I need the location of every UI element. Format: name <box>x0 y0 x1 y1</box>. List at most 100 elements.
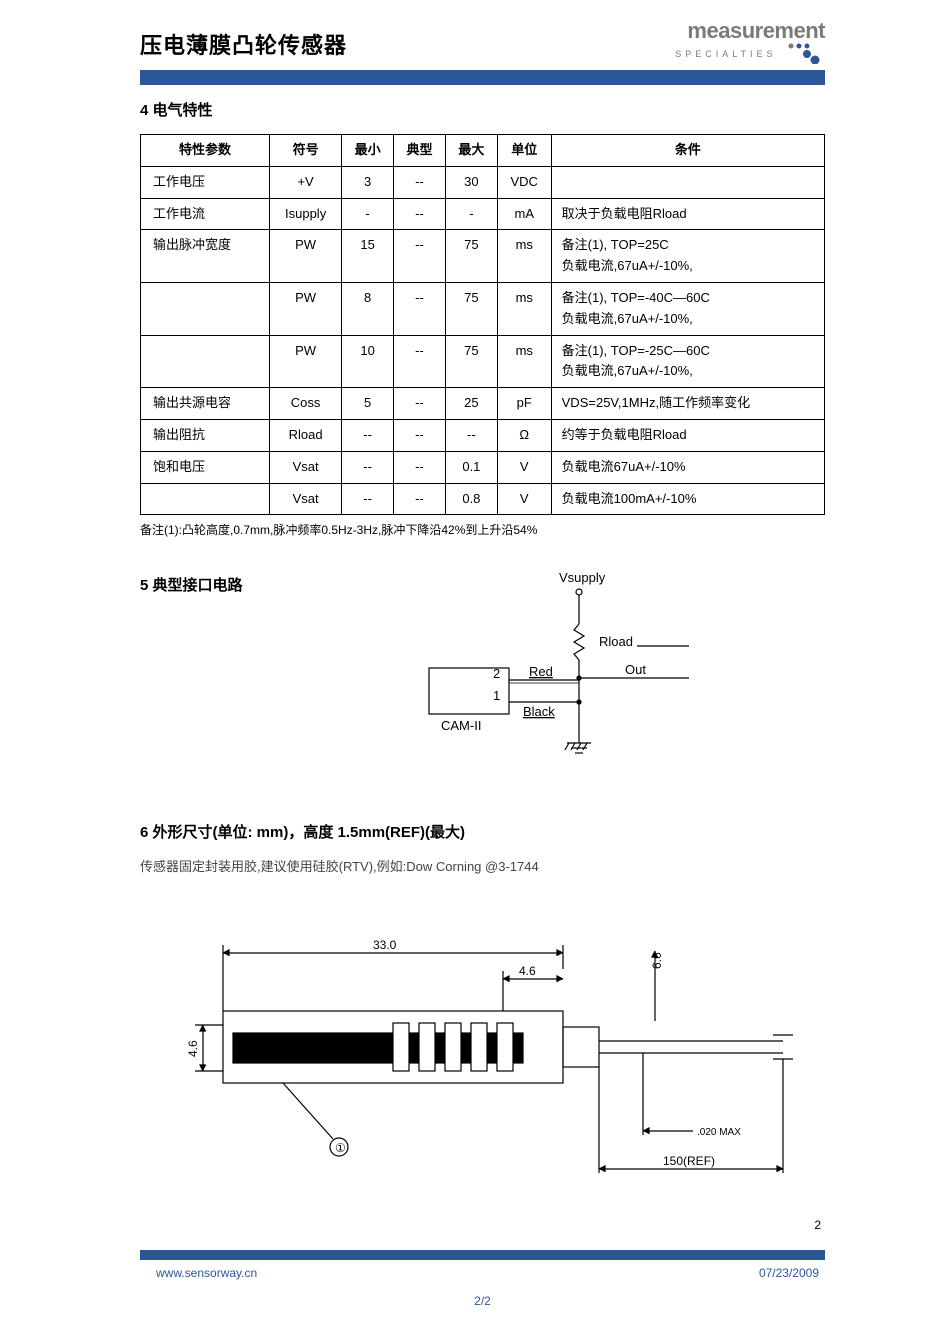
circuit-label-rload: Rload <box>599 634 633 649</box>
cell-cond: 取决于负载电阻Rload <box>551 198 824 230</box>
table-row: Vsat----0.8V负载电流100mA+/-10% <box>141 483 825 515</box>
cell-sym: Coss <box>270 388 342 420</box>
col-min: 最小 <box>342 135 394 167</box>
logo-dots-icon <box>785 42 825 64</box>
logo-main-text: measurement <box>675 20 825 42</box>
cell-sym: Rload <box>270 419 342 451</box>
cell-typ: -- <box>394 230 446 283</box>
cell-cond: 备注(1), TOP=-40C—60C负载电流,67uA+/-10%, <box>551 282 824 335</box>
section6-heading: 6 外形尺寸(单位: mm)，高度 1.5mm(REF)(最大) <box>140 821 825 842</box>
cell-cond: 备注(1), TOP=25C负载电流,67uA+/-10%, <box>551 230 824 283</box>
logo-sub-text: SPECIALTIES <box>675 50 776 59</box>
cell-max: 0.8 <box>445 483 497 515</box>
cell-min: 8 <box>342 282 394 335</box>
dim-cable-max: .020 MAX <box>697 1127 741 1138</box>
table-row: 输出阻抗Rload------Ω约等于负载电阻Rload <box>141 419 825 451</box>
circuit-label-red: Red <box>529 664 553 679</box>
brand-logo: measurement SPECIALTIES <box>675 20 825 64</box>
cell-max: - <box>445 198 497 230</box>
cell-typ: -- <box>394 483 446 515</box>
footer-url: www.sensorway.cn <box>156 1266 257 1280</box>
cell-min: 5 <box>342 388 394 420</box>
col-param: 特性参数 <box>141 135 270 167</box>
cell-sym: PW <box>270 335 342 388</box>
dim-width-total: 33.0 <box>373 938 397 952</box>
cell-typ: -- <box>394 198 446 230</box>
cell-min: -- <box>342 483 394 515</box>
cell-max: 75 <box>445 230 497 283</box>
cell-unit: V <box>497 451 551 483</box>
circuit-label-vsupply: Vsupply <box>559 570 606 585</box>
table-header-row: 特性参数 符号 最小 典型 最大 单位 条件 <box>141 135 825 167</box>
circuit-label-pin2: 2 <box>493 666 500 681</box>
cell-sym: Vsat <box>270 483 342 515</box>
col-unit: 单位 <box>497 135 551 167</box>
cell-min: 3 <box>342 166 394 198</box>
col-cond: 条件 <box>551 135 824 167</box>
circuit-label-pin1: 1 <box>493 688 500 703</box>
cell-max: 75 <box>445 282 497 335</box>
cell-cond: 负载电流100mA+/-10% <box>551 483 824 515</box>
footer-page-number-top: 2 <box>814 1218 821 1232</box>
cell-typ: -- <box>394 166 446 198</box>
cell-typ: -- <box>394 282 446 335</box>
table-row: 输出脉冲宽度PW15--75ms备注(1), TOP=25C负载电流,67uA+… <box>141 230 825 283</box>
cell-cond: VDS=25V,1MHz,随工作频率变化 <box>551 388 824 420</box>
dim-callout-1: ① <box>335 1141 346 1155</box>
section4-footnote: 备注(1):凸轮高度,0.7mm,脉冲频率0.5Hz-3Hz,脉冲下降沿42%到… <box>140 521 825 538</box>
cell-min: 15 <box>342 230 394 283</box>
cell-max: 25 <box>445 388 497 420</box>
col-typ: 典型 <box>394 135 446 167</box>
outline-dimension-drawing: 33.0 4.6 6.6 <box>140 911 825 1216</box>
cell-param: 饱和电压 <box>141 451 270 483</box>
interface-circuit-diagram: Vsupply Rload Out <box>273 568 825 793</box>
cell-param: 工作电压 <box>141 166 270 198</box>
cell-typ: -- <box>394 388 446 420</box>
cell-cond: 约等于负载电阻Rload <box>551 419 824 451</box>
cell-unit: pF <box>497 388 551 420</box>
cell-min: 10 <box>342 335 394 388</box>
cell-unit: VDC <box>497 166 551 198</box>
cell-unit: Ω <box>497 419 551 451</box>
cell-sym: +V <box>270 166 342 198</box>
footer-page-number: 2/2 <box>140 1294 825 1308</box>
cell-unit: ms <box>497 335 551 388</box>
cell-sym: PW <box>270 282 342 335</box>
section4-heading: 4 电气特性 <box>140 99 825 120</box>
cell-unit: ms <box>497 282 551 335</box>
electrical-spec-table: 特性参数 符号 最小 典型 最大 单位 条件 工作电压+V3--30VDC工作电… <box>140 134 825 515</box>
cell-param: 工作电流 <box>141 198 270 230</box>
dim-left-h: 4.6 <box>186 1040 200 1057</box>
table-row: PW8--75ms备注(1), TOP=-40C—60C负载电流,67uA+/-… <box>141 282 825 335</box>
cell-param <box>141 483 270 515</box>
cell-cond: 负载电流67uA+/-10% <box>551 451 824 483</box>
section6-note: 传感器固定封装用胶,建议使用硅胶(RTV),例如:Dow Corning @3-… <box>140 856 825 875</box>
circuit-label-black: Black <box>523 704 555 719</box>
table-row: PW10--75ms备注(1), TOP=-25C—60C负载电流,67uA+/… <box>141 335 825 388</box>
cell-typ: -- <box>394 451 446 483</box>
cell-cond: 备注(1), TOP=-25C—60C负载电流,67uA+/-10%, <box>551 335 824 388</box>
circuit-label-block: CAM-II <box>441 718 481 733</box>
cell-max: 0.1 <box>445 451 497 483</box>
cell-cond <box>551 166 824 198</box>
footer-row: www.sensorway.cn 07/23/2009 <box>140 1260 825 1280</box>
cell-max: -- <box>445 419 497 451</box>
col-max: 最大 <box>445 135 497 167</box>
cell-typ: -- <box>394 419 446 451</box>
circuit-label-out: Out <box>625 662 646 677</box>
table-row: 工作电流Isupply----mA取决于负载电阻Rload <box>141 198 825 230</box>
cell-unit: V <box>497 483 551 515</box>
table-row: 饱和电压Vsat----0.1V负载电流67uA+/-10% <box>141 451 825 483</box>
cell-param: 输出脉冲宽度 <box>141 230 270 283</box>
cell-unit: mA <box>497 198 551 230</box>
cell-min: -- <box>342 419 394 451</box>
table-row: 输出共源电容Coss5--25pFVDS=25V,1MHz,随工作频率变化 <box>141 388 825 420</box>
cell-param: 输出阻抗 <box>141 419 270 451</box>
dim-tab-w: 4.6 <box>519 964 536 978</box>
cell-param <box>141 335 270 388</box>
title-underline-bar <box>140 70 825 85</box>
cell-unit: ms <box>497 230 551 283</box>
cell-sym: Vsat <box>270 451 342 483</box>
doc-title: 压电薄膜凸轮传感器 <box>140 28 347 64</box>
dim-cable-len: 150(REF) <box>663 1154 715 1168</box>
